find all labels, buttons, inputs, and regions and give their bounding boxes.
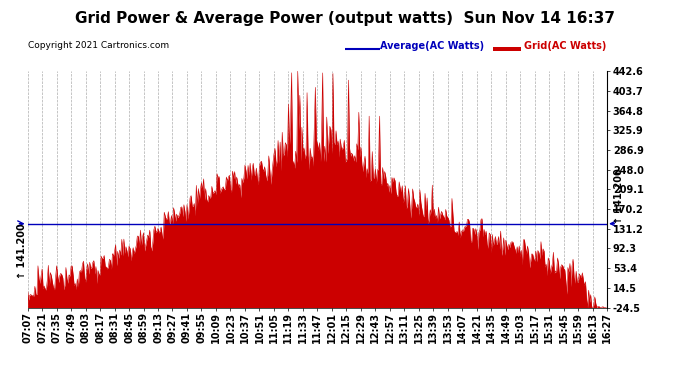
Text: Copyright 2021 Cartronics.com: Copyright 2021 Cartronics.com (28, 41, 169, 50)
Text: ↑ 141.200: ↑ 141.200 (614, 168, 624, 224)
Text: Grid Power & Average Power (output watts)  Sun Nov 14 16:37: Grid Power & Average Power (output watts… (75, 11, 615, 26)
Text: Average(AC Watts): Average(AC Watts) (380, 41, 484, 51)
Text: Grid(AC Watts): Grid(AC Watts) (524, 41, 607, 51)
Text: ↑ 141.200: ↑ 141.200 (17, 224, 27, 279)
